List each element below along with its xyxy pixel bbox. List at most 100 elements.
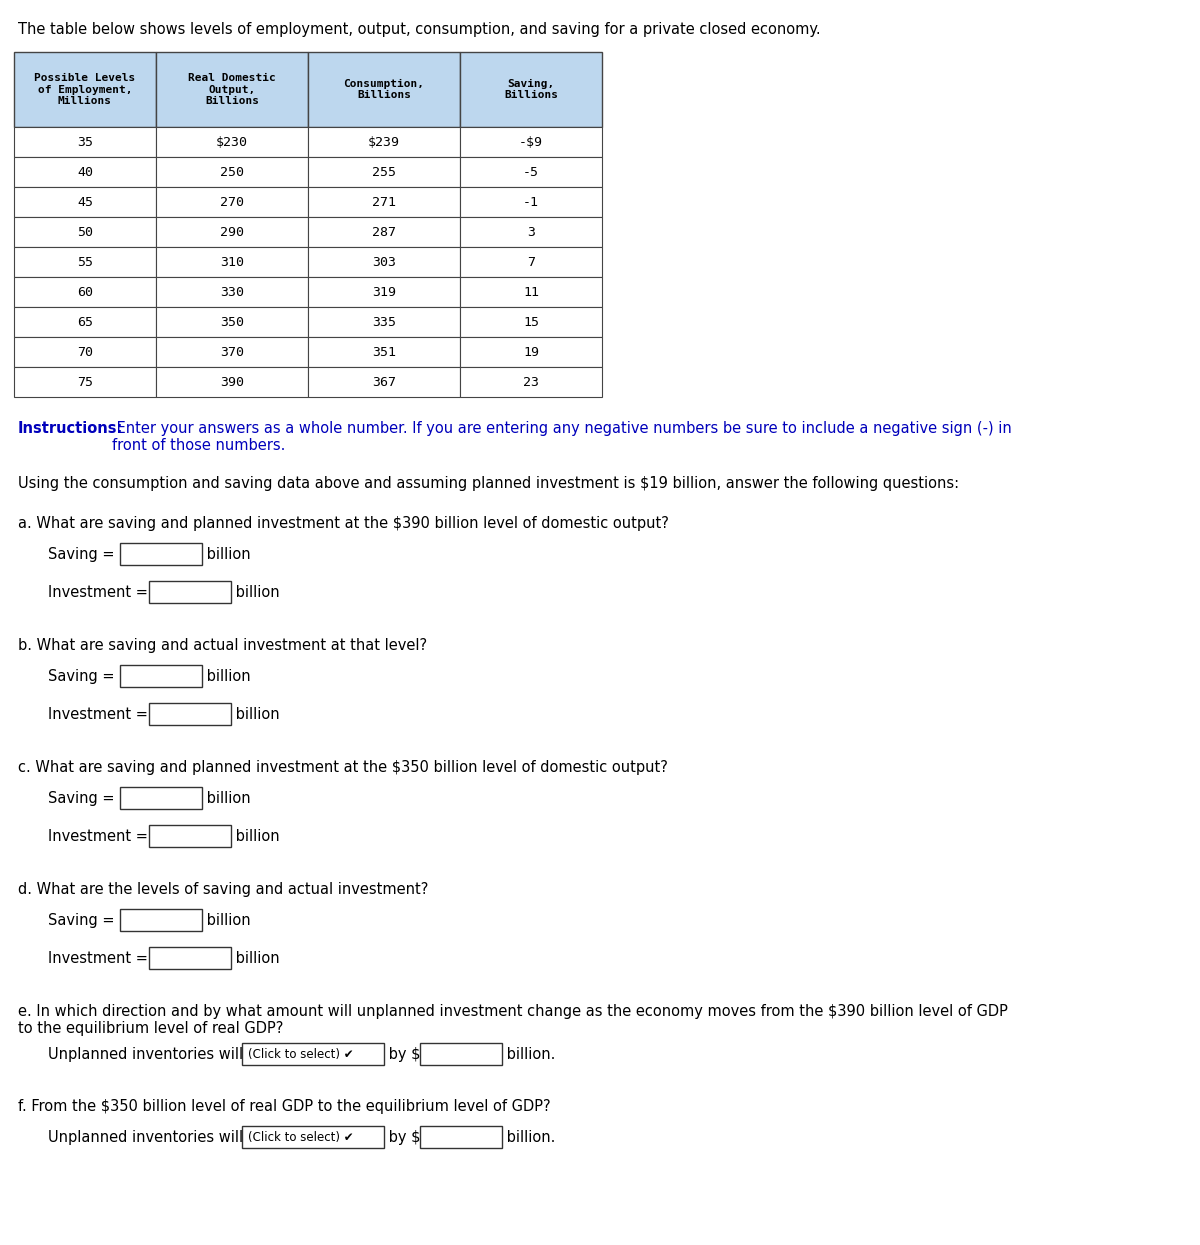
Text: -5: -5 (523, 166, 539, 178)
Text: 290: 290 (220, 225, 244, 239)
Bar (242, 1127, 384, 1148)
Text: Saving = $: Saving = $ (48, 547, 128, 561)
Bar (156, 127, 308, 157)
Text: 70: 70 (77, 346, 94, 359)
Text: $239: $239 (368, 136, 400, 148)
Text: billion: billion (202, 669, 251, 684)
Text: 319: 319 (372, 285, 396, 299)
Text: 23: 23 (523, 376, 539, 388)
Text: billion: billion (202, 913, 251, 928)
Text: 75: 75 (77, 376, 94, 388)
Bar (460, 157, 602, 187)
Bar (308, 247, 460, 276)
Text: -$9: -$9 (520, 136, 542, 148)
Text: $230: $230 (216, 136, 248, 148)
Text: (Click to select) ✔: (Click to select) ✔ (248, 1047, 354, 1061)
Bar (308, 276, 460, 308)
Text: 19: 19 (523, 346, 539, 359)
Text: 65: 65 (77, 315, 94, 329)
Bar (308, 52, 460, 127)
Text: 250: 250 (220, 166, 244, 178)
Bar (14, 367, 156, 397)
Text: b. What are saving and actual investment at that level?: b. What are saving and actual investment… (18, 637, 427, 652)
Text: 7: 7 (527, 255, 535, 269)
Text: 15: 15 (523, 315, 539, 329)
Bar (120, 909, 202, 931)
Text: 60: 60 (77, 285, 94, 299)
Bar (156, 217, 308, 247)
Text: The table below shows levels of employment, output, consumption, and saving for : The table below shows levels of employme… (18, 22, 821, 37)
Text: f. From the $350 billion level of real GDP to the equilibrium level of GDP?: f. From the $350 billion level of real G… (18, 1099, 551, 1114)
Bar (14, 308, 156, 337)
Text: Using the consumption and saving data above and assuming planned investment is $: Using the consumption and saving data ab… (18, 476, 959, 491)
Text: 303: 303 (372, 255, 396, 269)
Bar (460, 276, 602, 308)
Bar (308, 308, 460, 337)
Text: 350: 350 (220, 315, 244, 329)
Text: 287: 287 (372, 225, 396, 239)
Bar (460, 187, 602, 217)
Text: billion: billion (202, 547, 251, 561)
Text: Investment = $: Investment = $ (48, 584, 162, 600)
Text: Investment = $: Investment = $ (48, 706, 162, 722)
Bar (460, 337, 602, 367)
Text: 390: 390 (220, 376, 244, 388)
Text: Saving = $: Saving = $ (48, 791, 128, 806)
Text: by $: by $ (384, 1129, 421, 1144)
Bar (420, 1043, 503, 1064)
Text: e. In which direction and by what amount will unplanned investment change as the: e. In which direction and by what amount… (18, 1003, 1008, 1036)
Text: 55: 55 (77, 255, 94, 269)
Text: Saving,
Billions: Saving, Billions (504, 78, 558, 101)
Text: Real Domestic
Output,
Billions: Real Domestic Output, Billions (188, 73, 276, 106)
Text: billion: billion (230, 584, 280, 600)
Text: Consumption,
Billions: Consumption, Billions (343, 78, 425, 101)
Text: d. What are the levels of saving and actual investment?: d. What are the levels of saving and act… (18, 881, 428, 896)
Text: billion.: billion. (503, 1047, 556, 1062)
Text: 367: 367 (372, 376, 396, 388)
Bar (14, 157, 156, 187)
Text: 271: 271 (372, 195, 396, 208)
Bar (460, 127, 602, 157)
Bar (460, 308, 602, 337)
Bar (460, 247, 602, 276)
Bar (242, 1043, 384, 1064)
Bar (14, 187, 156, 217)
Bar (156, 337, 308, 367)
Bar (156, 52, 308, 127)
Text: 351: 351 (372, 346, 396, 359)
Bar (308, 367, 460, 397)
Text: Investment = $: Investment = $ (48, 950, 162, 966)
Bar (120, 665, 202, 687)
Text: billion: billion (202, 791, 251, 806)
Bar (156, 247, 308, 276)
Bar (120, 787, 202, 809)
Text: 11: 11 (523, 285, 539, 299)
Text: billion: billion (230, 828, 280, 844)
Text: a. What are saving and planned investment at the $390 billion level of domestic : a. What are saving and planned investmen… (18, 515, 668, 532)
Bar (156, 308, 308, 337)
Text: by $: by $ (384, 1047, 421, 1062)
Text: Unplanned inventories will: Unplanned inventories will (48, 1129, 247, 1144)
Bar (14, 247, 156, 276)
Text: 310: 310 (220, 255, 244, 269)
Text: (Click to select) ✔: (Click to select) ✔ (248, 1130, 354, 1143)
Bar (120, 543, 202, 565)
Text: 270: 270 (220, 195, 244, 208)
Text: billion: billion (230, 950, 280, 966)
Text: 335: 335 (372, 315, 396, 329)
Bar (308, 157, 460, 187)
Text: -1: -1 (523, 195, 539, 208)
Bar (14, 127, 156, 157)
Bar (149, 581, 230, 603)
Bar (308, 217, 460, 247)
Text: Investment = $: Investment = $ (48, 828, 162, 844)
Bar (460, 217, 602, 247)
Bar (149, 703, 230, 725)
Text: 370: 370 (220, 346, 244, 359)
Text: billion: billion (230, 706, 280, 722)
Bar (420, 1127, 503, 1148)
Text: 50: 50 (77, 225, 94, 239)
Bar (156, 367, 308, 397)
Bar (149, 825, 230, 847)
Text: 330: 330 (220, 285, 244, 299)
